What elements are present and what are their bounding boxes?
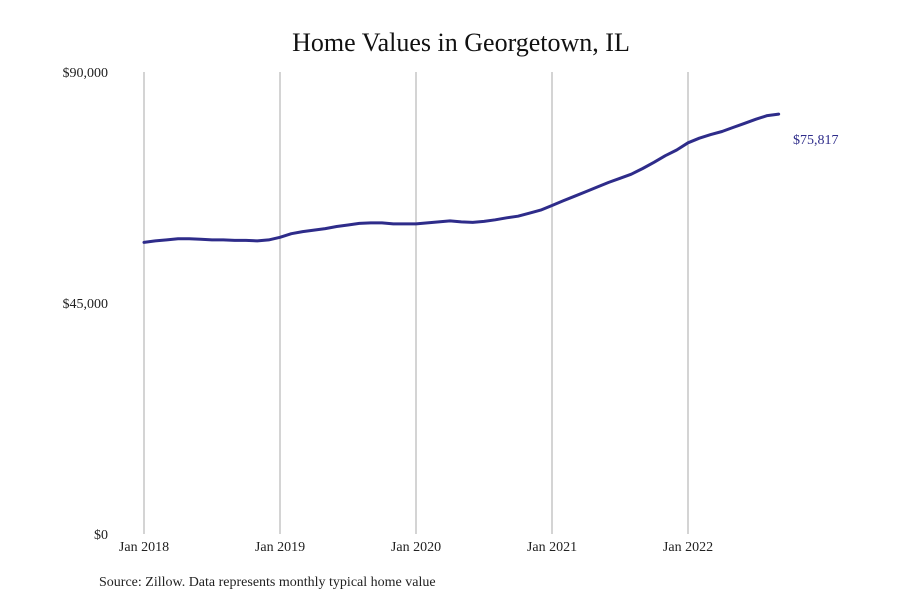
home-value-line bbox=[142, 112, 781, 244]
y-tick-label: $45,000 bbox=[63, 297, 109, 312]
vertical-gridlines bbox=[143, 72, 689, 534]
y-tick-label: $0 bbox=[94, 528, 108, 543]
source-note: Source: Zillow. Data represents monthly … bbox=[99, 575, 436, 590]
chart-title: Home Values in Georgetown, IL bbox=[292, 28, 630, 57]
x-tick-label: Jan 2022 bbox=[663, 540, 713, 555]
x-tick-label: Jan 2021 bbox=[527, 540, 577, 555]
end-value-label: $75,817 bbox=[793, 133, 839, 148]
y-axis-tick-labels: $0 $45,000 $90,000 bbox=[63, 66, 109, 543]
x-tick-label: Jan 2020 bbox=[391, 540, 441, 555]
x-tick-label: Jan 2019 bbox=[255, 540, 305, 555]
y-tick-label: $90,000 bbox=[63, 66, 109, 81]
x-axis-tick-labels: Jan 2018 Jan 2019 Jan 2020 Jan 2021 Jan 2022 bbox=[119, 540, 713, 555]
x-tick-label: Jan 2018 bbox=[119, 540, 169, 555]
